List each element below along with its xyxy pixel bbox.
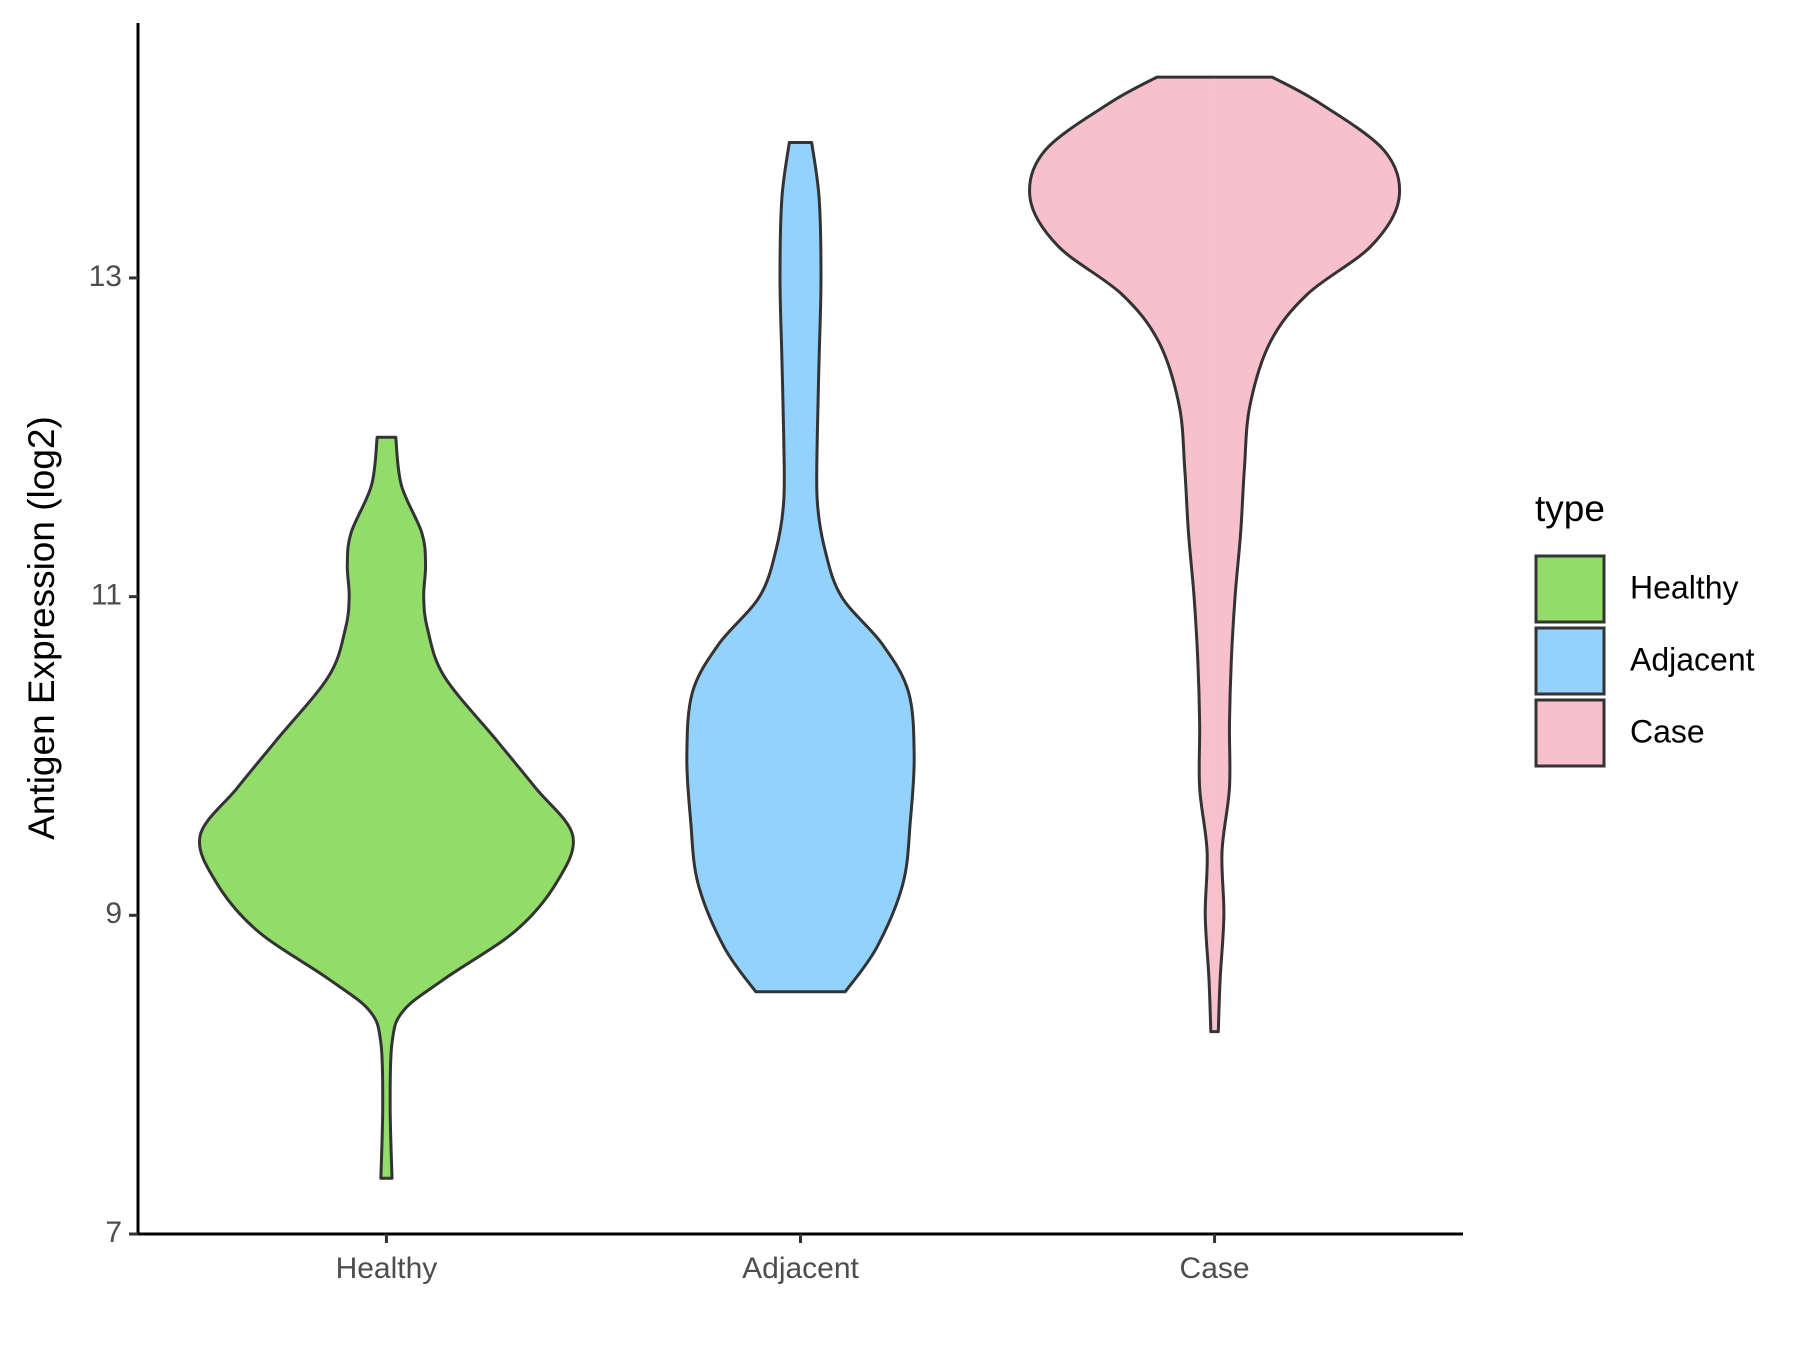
y-tick-label: 7 bbox=[105, 1216, 122, 1249]
legend-label: Healthy bbox=[1630, 569, 1739, 605]
legend-label: Adjacent bbox=[1630, 641, 1755, 677]
violin-half bbox=[197, 435, 387, 1180]
violin-half bbox=[800, 141, 916, 994]
y-tick-label: 13 bbox=[89, 260, 122, 293]
y-tick-label: 11 bbox=[91, 579, 122, 612]
y-tick-label: 9 bbox=[105, 897, 122, 930]
violin-half bbox=[1028, 75, 1215, 1034]
legend-key bbox=[1534, 554, 1606, 624]
violin-half bbox=[386, 435, 575, 1180]
violin-half bbox=[1214, 75, 1402, 1034]
x-tick-label: Case bbox=[1180, 1252, 1250, 1285]
legend-label: Case bbox=[1630, 713, 1705, 749]
y-axis-title: Antigen Expression (log2) bbox=[21, 416, 62, 840]
violin-half bbox=[685, 141, 801, 994]
x-tick-label: Adjacent bbox=[742, 1252, 859, 1285]
legend-title: type bbox=[1535, 488, 1605, 529]
x-tick-label: Healthy bbox=[336, 1252, 438, 1285]
legend-key bbox=[1534, 626, 1606, 696]
legend-key bbox=[1534, 698, 1606, 768]
